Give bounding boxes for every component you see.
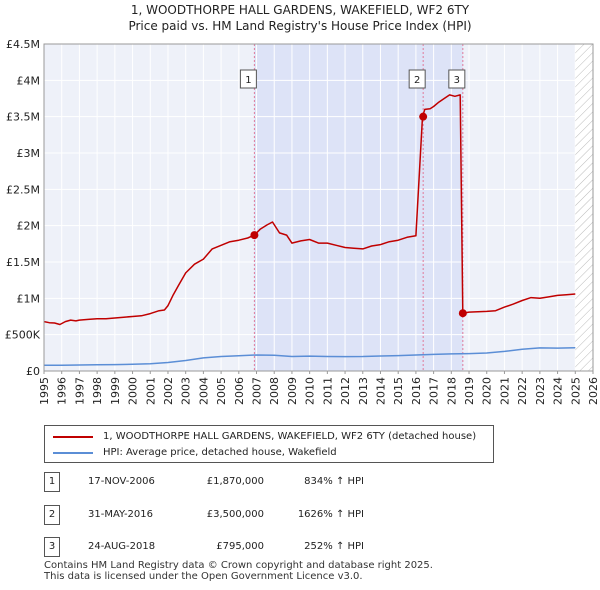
x-tick-label: 1998 [91, 377, 104, 405]
x-tick-label: 2016 [410, 377, 423, 405]
y-tick-label: £1M [17, 292, 41, 305]
transaction-date: 17-NOV-2006 [88, 476, 155, 487]
y-tick-label: £3.5M [6, 111, 40, 124]
marker-box [448, 69, 466, 89]
y-tick-label: £4M [17, 74, 41, 87]
transaction-number: 3 [44, 537, 60, 557]
x-tick-label: 2019 [463, 377, 476, 405]
sale-point [458, 309, 467, 318]
transaction-hpi: 252% ↑ HPI [304, 541, 364, 552]
price-chart: 1 2 3 £0 £500K £1M £1.5M £2M £2.5M £3M £3.5M £4M £4… [5, 38, 600, 405]
footer-licence: This data is licensed under the Open Gov… [44, 571, 363, 582]
transaction-hpi: 1626% ↑ HPI [297, 509, 364, 520]
transaction-date: 24-AUG-2018 [88, 541, 156, 552]
x-tick-label: 2002 [162, 377, 175, 405]
x-tick-label: 2009 [286, 377, 299, 405]
x-tick-label: 1996 [56, 377, 69, 405]
marker-number: 3 [454, 75, 460, 86]
x-tick-label: 2022 [516, 377, 529, 405]
plot-frame [43, 43, 594, 372]
future-hatch [575, 44, 593, 371]
chart-title: 1, WOODTHORPE HALL GARDENS, WAKEFIELD, W… [130, 3, 470, 17]
x-tick-label: 2008 [268, 377, 281, 405]
x-tick-label: 1999 [109, 377, 122, 405]
x-tick-label: 1995 [38, 377, 51, 405]
x-tick-label: 2005 [215, 377, 228, 405]
y-tick-label: £0 [26, 365, 40, 378]
marker-box [239, 69, 257, 89]
x-tick-label: 2007 [251, 377, 264, 405]
x-tick-label: 2015 [392, 377, 405, 405]
x-tick-label: 2020 [481, 377, 494, 405]
marker-label: 2 [408, 69, 426, 89]
y-tick-label: £2.5M [6, 183, 40, 196]
y-tick-label: £3M [17, 147, 41, 160]
x-tick-label: 2025 [569, 377, 582, 405]
x-tick-label: 2013 [357, 377, 370, 405]
marker-label: 3 [448, 69, 466, 89]
x-tick-label: 2024 [552, 377, 565, 405]
y-tick-label: £2M [17, 220, 41, 233]
x-tick-label: 2011 [321, 377, 334, 405]
transaction-price: £795,000 [216, 541, 264, 552]
x-tick-label: 2017 [428, 377, 441, 405]
shaded-period [254, 44, 463, 371]
transaction-number: 2 [44, 505, 60, 525]
marker-box [408, 69, 426, 89]
x-tick-label: 2014 [374, 377, 387, 405]
legend-swatch-property [53, 436, 93, 438]
marker-number: 2 [414, 75, 420, 86]
x-tick-label: 2010 [304, 377, 317, 405]
marker-label: 1 [239, 69, 257, 89]
transaction-price: £3,500,000 [206, 509, 264, 520]
sale-point [250, 231, 259, 240]
x-tick-label: 2012 [339, 377, 352, 405]
x-tick-label: 2006 [233, 377, 246, 405]
legend-label-hpi: HPI: Average price, detached house, Wake… [103, 447, 337, 458]
x-tick-label: 2026 [587, 377, 600, 405]
chart-subtitle: Price paid vs. HM Land Registry's House … [128, 19, 472, 33]
x-tick-label: 2021 [498, 377, 511, 405]
y-tick-label: £4.5M [6, 38, 40, 51]
x-tick-label: 1997 [73, 377, 86, 405]
transaction-date: 31-MAY-2016 [88, 509, 154, 520]
legend-label-property: 1, WOODTHORPE HALL GARDENS, WAKEFIELD, W… [103, 431, 477, 442]
x-tick-label: 2018 [445, 377, 458, 405]
chart-legend: 1, WOODTHORPE HALL GARDENS, WAKEFIELD, W… [44, 425, 494, 463]
x-tick-label: 2004 [197, 377, 210, 405]
x-tick-label: 2023 [534, 377, 547, 405]
hpi-line [44, 346, 576, 367]
legend-swatch-hpi [53, 452, 93, 454]
footer-copyright: Contains HM Land Registry data © Crown c… [44, 560, 433, 571]
transaction-price: £1,870,000 [206, 476, 264, 487]
property-price-line [44, 94, 576, 326]
x-tick-label: 2000 [127, 377, 140, 405]
transaction-number: 1 [44, 472, 60, 492]
y-tick-label: £500K [5, 329, 41, 342]
sale-point [419, 112, 428, 121]
marker-number: 1 [245, 75, 251, 86]
transaction-hpi: 834% ↑ HPI [304, 476, 364, 487]
x-tick-label: 2001 [144, 377, 157, 405]
footer-notice: Contains HM Land Registry data © Crown c… [44, 560, 433, 582]
x-tick-label: 2003 [180, 377, 193, 405]
y-tick-label: £1.5M [6, 256, 40, 269]
